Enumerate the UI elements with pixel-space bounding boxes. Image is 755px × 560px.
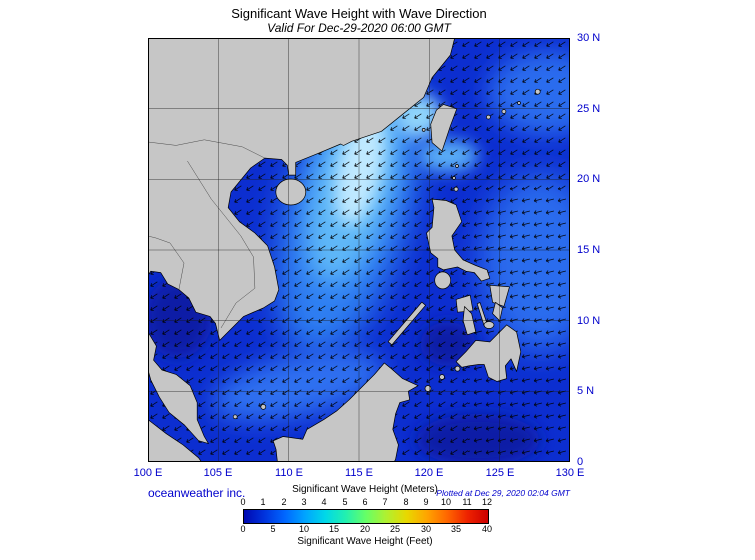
meters-tick: 3	[301, 497, 307, 507]
feet-tick: 15	[328, 524, 339, 534]
map-frame	[148, 38, 570, 462]
meters-tick: 8	[403, 497, 409, 507]
lon-label-105e: 105 E	[203, 467, 233, 479]
lon-label-100e: 100 E	[133, 467, 163, 479]
lon-label-115e: 115 E	[345, 467, 373, 479]
meters-tick: 2	[281, 497, 287, 507]
land-taiwan	[430, 104, 458, 152]
lat-label-10n: 10 N	[577, 315, 601, 327]
meters-tick: 1	[260, 497, 266, 507]
page-title: Significant Wave Height with Wave Direct…	[231, 6, 487, 21]
map-canvas	[148, 38, 570, 462]
feet-tick: 10	[298, 524, 309, 534]
meters-tick: 10	[440, 497, 451, 507]
lon-label-130e: 130 E	[555, 467, 585, 479]
meters-tick: 4	[321, 497, 327, 507]
land-panay	[455, 294, 474, 313]
lat-label-0: 0	[577, 456, 584, 468]
land-sumatra	[148, 419, 202, 462]
feet-tick: 40	[481, 524, 492, 534]
land-mindoro	[434, 271, 452, 290]
plotted-timestamp: Plotted at Dec 29, 2020 02:04 GMT	[436, 488, 570, 498]
country-borders	[148, 139, 265, 329]
meters-tick: 6	[362, 497, 368, 507]
meters-tick: 12	[481, 497, 492, 507]
land-mainland-asia	[148, 38, 456, 341]
lon-label-110e: 110 E	[275, 467, 303, 479]
lat-label-25n: 25 N	[577, 103, 601, 115]
grid-lines	[148, 38, 570, 462]
feet-tick: 35	[450, 524, 461, 534]
lat-label-15n: 15 N	[577, 244, 601, 256]
land-luzon	[426, 198, 491, 282]
land-borneo	[272, 362, 419, 462]
colorbar-title-feet: Significant Wave Height (Feet)	[297, 536, 433, 547]
land-palawan	[387, 301, 426, 346]
feet-tick: 5	[270, 524, 276, 534]
meters-tick: 9	[423, 497, 429, 507]
meters-tick: 5	[342, 497, 348, 507]
feet-tick: 0	[240, 524, 246, 534]
lat-label-30n: 30 N	[577, 32, 601, 44]
meters-tick: 7	[382, 497, 388, 507]
meters-tick: 0	[240, 497, 246, 507]
lon-label-125e: 125 E	[485, 467, 515, 479]
feet-tick: 30	[420, 524, 431, 534]
colorbar-title-meters: Significant Wave Height (Meters)	[292, 484, 438, 495]
land-mindanao	[455, 324, 522, 382]
meters-tick: 11	[462, 497, 472, 507]
landmasses	[148, 38, 541, 462]
land-bohol	[483, 321, 495, 329]
land-hainan	[275, 178, 307, 206]
colorbar-gradient	[243, 509, 489, 524]
oceanweather-credit: oceanweather inc.	[148, 486, 246, 500]
lon-label-120e: 120 E	[414, 467, 444, 479]
feet-tick: 25	[389, 524, 400, 534]
lat-label-5n: 5 N	[577, 385, 595, 397]
feet-tick: 20	[359, 524, 370, 534]
valid-time-subtitle: Valid For Dec-29-2020 06:00 GMT	[267, 21, 451, 35]
lat-label-20n: 20 N	[577, 173, 601, 185]
